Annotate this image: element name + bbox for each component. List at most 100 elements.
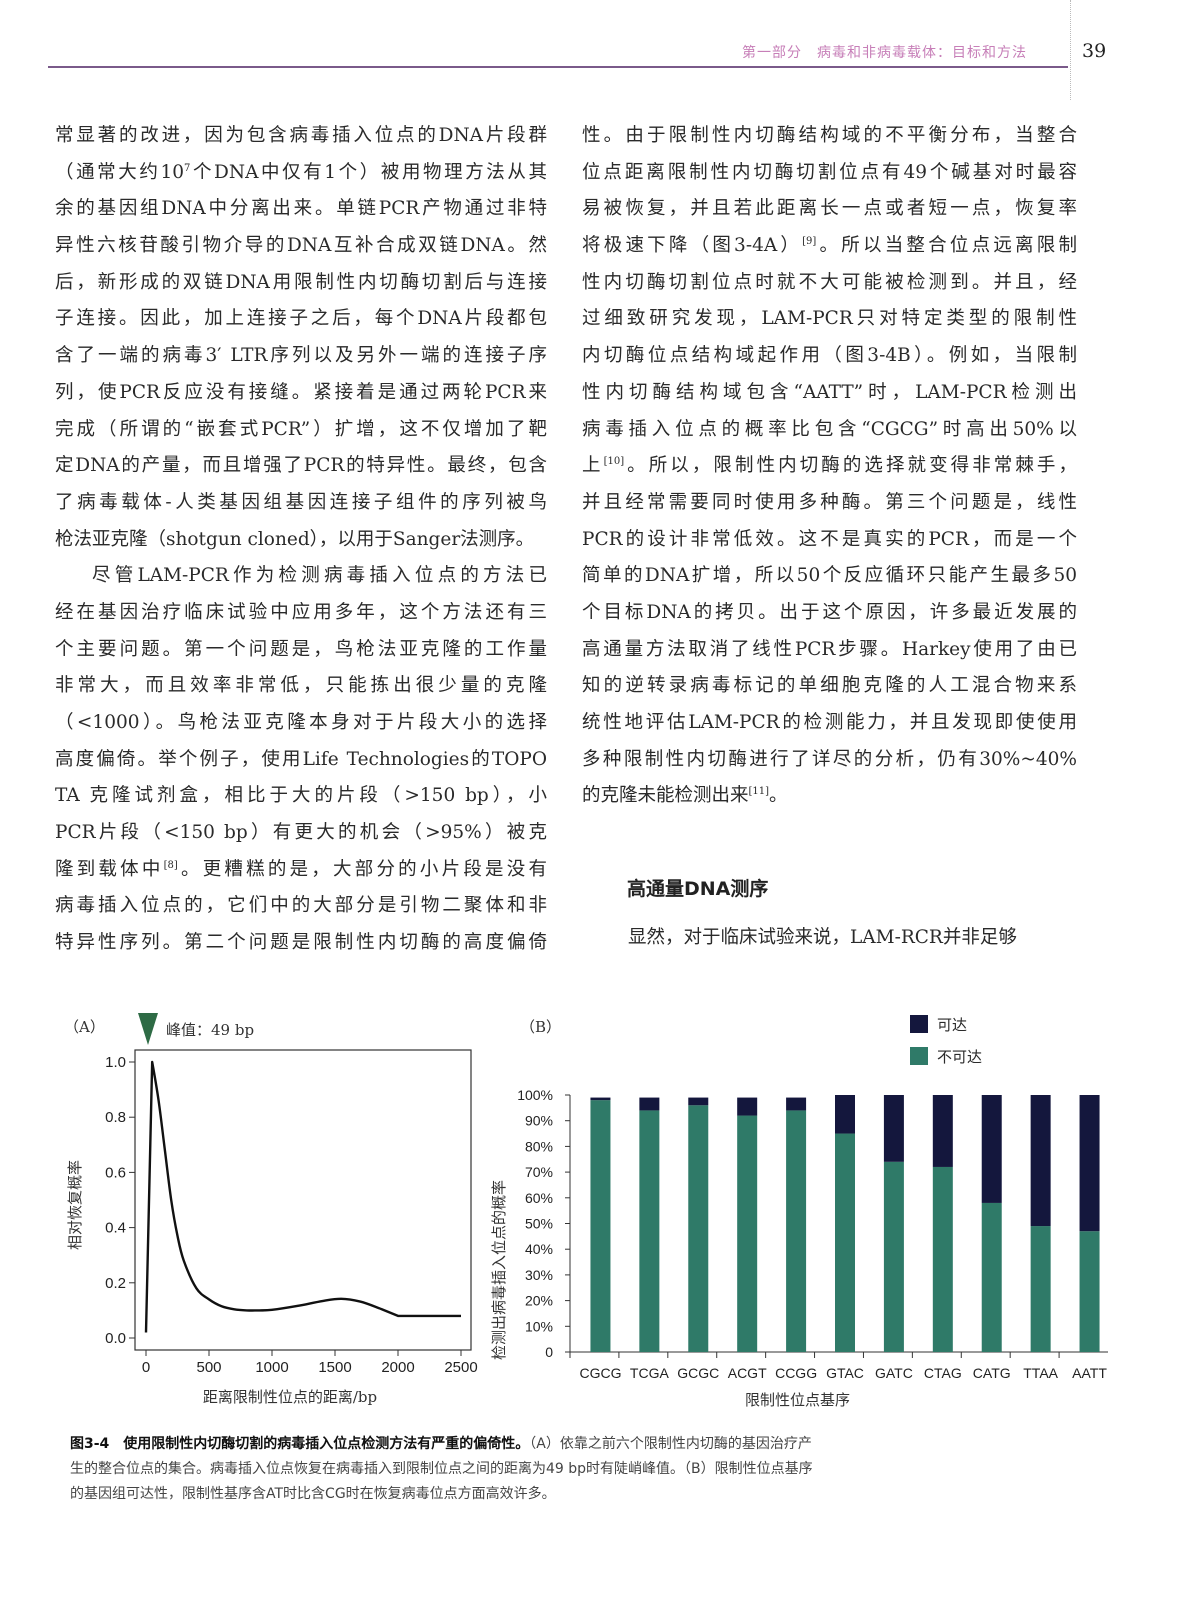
figure-caption: 图3-4 使用限制性内切酶切割的病毒插入位点检测方法有严重的偏倚性。（A）依靠之…	[70, 1432, 1080, 1507]
text-segment: 性。由于限制性内切酶结构域的不平衡分布，当整合	[582, 125, 1077, 146]
x-tick-label: 2500	[444, 1359, 477, 1376]
figure-number: 图3-4	[70, 1436, 110, 1452]
text-line: 隆到载体中[8]。更糟糕的是，大部分的小片段是没有	[55, 852, 547, 889]
bar-segment	[835, 1095, 855, 1134]
x-tick-label: GCGC	[677, 1365, 719, 1381]
text-segment: 性内切酶结构域包含“AATT”时，LAM-PCR检测出	[582, 381, 1077, 403]
text-line: 多种限制性内切酶进行了详尽的分析，仍有30%~40%	[582, 742, 1077, 779]
x-tick-label: AATT	[1072, 1365, 1107, 1381]
bar-segment	[981, 1202, 1002, 1352]
text-segment: 位点距离限制性内切酶切割位点有49个碱基对时最容	[582, 161, 1077, 183]
y-tick-label: 100%	[517, 1087, 553, 1103]
x-tick-label: CGCG	[579, 1365, 621, 1381]
superscript: [8]	[163, 859, 178, 871]
panel-b-label: （B）	[520, 1018, 562, 1036]
text-line: 知的逆转录病毒标记的单细胞克隆的人工混合物来系	[582, 668, 1077, 705]
section-heading: 高通量DNA测序	[627, 878, 769, 900]
text-line: 内切酶位点结构域起作用（图3-4B）。例如，当限制	[582, 338, 1077, 375]
caption-line: 图3-4 使用限制性内切酶切割的病毒插入位点检测方法有严重的偏倚性。（A）依靠之…	[70, 1432, 1080, 1457]
text-segment: 易被恢复，并且若此距离长一点或者短一点，恢复率	[582, 198, 1077, 220]
left-text-column: 常显著的改进，因为包含病毒插入位点的DNA片段群 （通常大约107个DNA中仅有1…	[55, 118, 547, 962]
text-line: 位点距离限制性内切酶切割位点有49个碱基对时最容	[582, 155, 1077, 192]
bar-segment	[932, 1166, 953, 1352]
text-segment: 列，使PCR反应没有接缝。紧接着是通过两轮PCR来	[55, 381, 547, 403]
text-segment: 病毒插入位点的，它们中的大部分是引物二聚体和非	[55, 895, 547, 917]
text-segment: TA 克隆试剂盒，相比于大的片段（>150 bp），小	[55, 785, 547, 807]
text-segment: （通常大约10	[55, 161, 184, 183]
text-segment: 多种限制性内切酶进行了详尽的分析，仍有30%~40%	[582, 748, 1077, 770]
text-line: 高通量方法取消了线性PCR步骤。Harkey使用了由已	[582, 632, 1077, 669]
text-line: 统性地评估LAM-PCR的检测能力，并且发现即使使用	[582, 705, 1077, 742]
x-tick-label: CCGG	[775, 1365, 817, 1381]
text-segment: 知的逆转录病毒标记的单细胞克隆的人工混合物来系	[582, 675, 1077, 697]
bar-segment	[1030, 1095, 1051, 1227]
text-segment: 。	[769, 785, 788, 807]
y-tick-label: 0.6	[105, 1164, 126, 1181]
bar-segment	[786, 1110, 807, 1352]
page-number: 39	[1082, 40, 1107, 62]
bar-segment	[1030, 1226, 1051, 1352]
text-line: （通常大约107个DNA中仅有1个）被用物理方法从其	[55, 155, 547, 192]
text-segment: 常显著的改进，因为包含病毒插入位点的DNA片段群	[55, 125, 547, 146]
x-tick-label: CTAG	[924, 1365, 962, 1381]
recovery-curve	[144, 1060, 461, 1333]
text-line: 列，使PCR反应没有接缝。紧接着是通过两轮PCR来	[55, 375, 547, 412]
page-edge-dots	[1070, 0, 1071, 100]
legend-swatch	[910, 1047, 928, 1065]
bar-segment	[688, 1097, 709, 1106]
y-tick-label: 0	[545, 1344, 553, 1360]
bar-segment	[883, 1095, 904, 1162]
text-segment: PCR的设计非常低效。这不是真实的PCR，而是一个	[582, 528, 1077, 550]
bar-segment	[639, 1110, 660, 1352]
text-line: PCR的设计非常低效。这不是真实的PCR，而是一个	[582, 522, 1077, 559]
x-tick-label: 1500	[318, 1359, 351, 1376]
text-segment: 性内切酶切割位点时就不大可能被检测到。并且，经	[582, 271, 1077, 293]
text-segment: 。所以，限制性内切酶的选择就变得非常棘手，	[624, 455, 1077, 477]
text-segment: 非常大，而且效率非常低，只能拣出很少量的克隆	[55, 675, 547, 697]
y-tick-label: 40%	[525, 1241, 553, 1257]
superscript: 7	[184, 162, 191, 174]
text-segment: 异性六核苷酸引物介导的DNA互补合成双链DNA。然	[55, 235, 547, 257]
superscript: [9]	[802, 235, 817, 247]
legend-label: 可达	[937, 1015, 968, 1034]
text-line: 非常大，而且效率非常低，只能拣出很少量的克隆	[55, 668, 547, 705]
text-line: 定DNA的产量，而且增强了PCR的特异性。最终，包含	[55, 448, 547, 485]
caption-line: 的基因组可达性，限制性基序含AT时比含CG时在恢复病毒位点方面高效许多。	[70, 1486, 556, 1502]
y-tick-label: 0.0	[105, 1330, 126, 1347]
text-segment: 内切酶位点结构域起作用（图3-4B）。例如，当限制	[582, 345, 1077, 367]
y-axis-label: 相对恢复概率	[66, 1160, 84, 1250]
y-tick-label: 1.0	[105, 1054, 126, 1071]
bar-segment	[786, 1097, 807, 1111]
text-line: 将极速下降（图3-4A）[9]。所以当整合位点远离限制	[582, 228, 1077, 265]
text-line: 经在基因治疗临床试验中应用多年，这个方法还有三	[55, 595, 547, 632]
text-line: 个目标DNA的拷贝。出于这个原因，许多最近发展的	[582, 595, 1077, 632]
text-line: 上[10]。所以，限制性内切酶的选择就变得非常棘手，	[582, 448, 1077, 485]
superscript: [11]	[748, 786, 770, 798]
x-tick-label: ACGT	[728, 1365, 767, 1381]
text-line: 高度偏倚。举个例子，使用Life Technologies的TOPO	[55, 742, 547, 779]
text-segment: 后，新形成的双链DNA用限制性内切酶切割后与连接	[55, 271, 547, 293]
text-line: 病毒插入位点的概率比包含“CGCG”时高出50%以	[582, 412, 1077, 449]
y-tick-label: 0.4	[105, 1220, 126, 1237]
x-tick-label: CATG	[973, 1365, 1011, 1381]
text-line: 并且经常需要同时使用多种酶。第三个问题是，线性	[582, 485, 1077, 522]
legend-item-inaccessible: 不可达	[910, 1040, 982, 1072]
text-line: 尽管LAM-PCR作为检测病毒插入位点的方法已	[55, 558, 547, 595]
text-segment: 过细致研究发现，LAM-PCR只对特定类型的限制性	[582, 308, 1077, 330]
bar-segment	[883, 1161, 904, 1352]
text-line: 了病毒载体-人类基因组基因连接子组件的序列被鸟	[55, 485, 547, 522]
bar-segment	[639, 1097, 660, 1111]
bar-segment	[981, 1095, 1002, 1203]
x-tick-label: 500	[196, 1359, 221, 1376]
text-line: 性内切酶切割位点时就不大可能被检测到。并且，经	[582, 265, 1077, 302]
bar-segment	[1079, 1231, 1100, 1352]
text-line: PCR片段（<150 bp）有更大的机会（>95%）被克	[55, 815, 547, 852]
text-segment: 尽管LAM-PCR作为检测病毒插入位点的方法已	[92, 565, 547, 587]
peak-marker-icon	[138, 1013, 158, 1045]
y-tick-label: 70%	[525, 1164, 553, 1180]
text-segment: （<1000）。鸟枪法亚克隆本身对于片段大小的选择	[55, 712, 547, 733]
panel-a-label: （A）	[64, 1018, 105, 1036]
text-segment: 。所以当整合位点远离限制	[816, 235, 1077, 257]
y-tick-label: 80%	[525, 1138, 553, 1154]
text-segment: 含了一端的病毒3′ LTR序列以及另外一端的连接子序	[55, 345, 547, 367]
